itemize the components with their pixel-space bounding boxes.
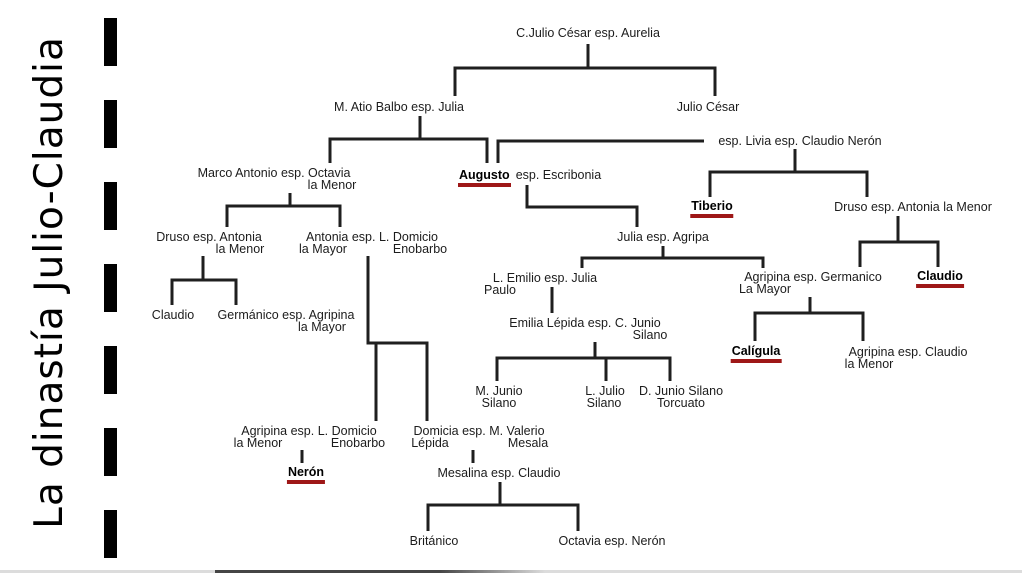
node-augusto-escribonia: Augusto esp. Escribonia	[458, 168, 602, 187]
node-emilio-paulo-line2: Paulo	[484, 283, 516, 297]
emperor-neron: Nerón	[286, 465, 326, 484]
node-marco-antonio-octavia: Marco Antonio esp. Octavia	[197, 166, 351, 180]
emperor-claudio: Claudio	[916, 269, 964, 288]
node-britanico: Británico	[409, 534, 459, 548]
bottom-progress-track	[0, 570, 1022, 573]
node-octavia-neron: Octavia esp. Nerón	[558, 534, 666, 548]
emperor-augusto: Augusto	[458, 168, 511, 187]
node-l-julio-silano-line2: Silano	[586, 396, 622, 410]
node-d-junio-torcuato: D. Junio Silano	[638, 384, 724, 398]
node-druso-antonia-menor-right: Druso esp. Antonia la Menor	[834, 200, 992, 214]
node-germanico-agripina-line2: la Mayor	[298, 320, 346, 334]
bottom-progress-fill	[215, 570, 545, 573]
node-emilia-lepida: Emilia Lépida esp. C. Junio	[509, 316, 661, 330]
node-julio-cesar: Julio César	[676, 100, 740, 114]
dashed-divider	[104, 18, 117, 558]
node-tiberio: Tiberio	[690, 199, 734, 218]
augusto-spouse-text: esp. Escribonia	[515, 168, 602, 182]
node-agripina-claudio-line2: la Menor	[844, 357, 894, 371]
node-d-junio-torcuato-line2: Torcuato	[657, 396, 705, 410]
node-m-junio-silano: M. Junio	[475, 384, 523, 398]
node-agripina-germanico-line2: La Mayor	[738, 282, 792, 296]
node-livia-claudio-neron: esp. Livia esp. Claudio Nerón	[718, 134, 882, 148]
node-caligula: Calígula	[730, 344, 782, 363]
node-emilio-paulo: L. Emilio esp. Julia	[492, 271, 598, 285]
node-julia-agripa: Julia esp. Agripa	[617, 230, 709, 244]
node-julio-cesar-aurelia: C.Julio César esp. Aurelia	[516, 26, 660, 40]
node-druso-antonia-menor-left-line2: la Menor	[215, 242, 265, 256]
node-antonia-domicio-line2: la Mayor	[299, 242, 347, 256]
node-claudio-plain: Claudio	[151, 308, 195, 322]
emperor-tiberio: Tiberio	[690, 199, 734, 218]
node-druso-antonia-menor-left: Druso esp. Antonia	[156, 230, 262, 244]
node-germanico-agripina: Germánico esp. Agripina	[217, 308, 355, 322]
node-agripina-domicio-line2: la Menor	[233, 436, 283, 450]
node-domicia-valerio: Domicia esp. M. Valerio	[413, 424, 545, 438]
node-domicia-valerio-line2: Lépida	[411, 436, 449, 450]
node-l-julio-silano: L. Julio	[585, 384, 625, 398]
node-m-junio-silano-line2: Silano	[481, 396, 517, 410]
node-agripina-domicio: Agripina esp. L. Domicio	[241, 424, 377, 438]
node-claudio: Claudio	[916, 269, 964, 288]
node-agripina-germanico: Agripina esp. Germanico	[744, 270, 882, 284]
emperor-caligula: Calígula	[730, 344, 782, 363]
node-neron: Nerón	[286, 465, 326, 484]
node-domicia-valerio-line3: Mesala	[507, 436, 549, 450]
node-antonia-domicio: Antonia esp. L. Domicio	[305, 230, 439, 244]
node-marco-antonio-octavia-line2: la Menor	[307, 178, 357, 192]
node-agripina-claudio: Agripina esp. Claudio	[848, 345, 968, 359]
node-emilia-lepida-line2: Silano	[632, 328, 668, 342]
node-balbo-julia: M. Atio Balbo esp. Julia	[334, 100, 464, 114]
node-agripina-domicio-line3: Enobarbo	[330, 436, 386, 450]
node-antonia-domicio-line3: Enobarbo	[392, 242, 448, 256]
node-mesalina-claudio: Mesalina esp. Claudio	[437, 466, 561, 480]
